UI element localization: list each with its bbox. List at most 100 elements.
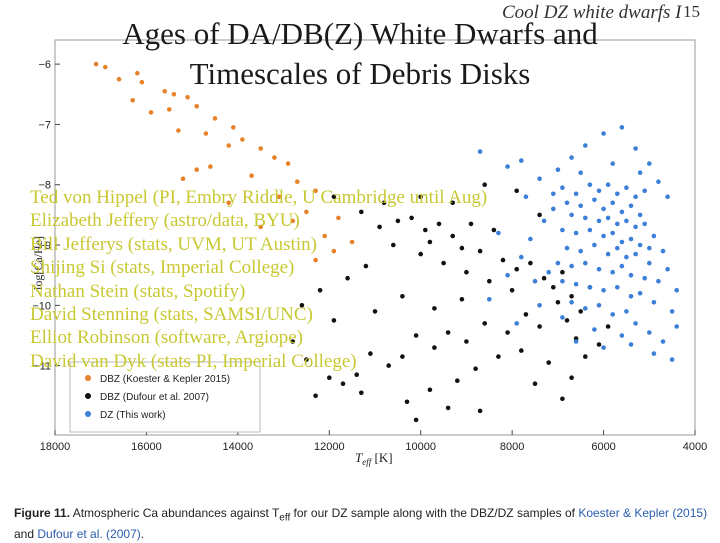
data-point <box>601 288 606 293</box>
data-point <box>331 248 337 254</box>
data-point <box>436 221 442 227</box>
credit-item: Elizabeth Jeffery (astro/data, BYU) <box>30 210 300 232</box>
data-point <box>327 375 332 381</box>
credit-item: Ted von Hippel (PI, Embry Riddle, U Camb… <box>30 187 488 208</box>
data-point <box>569 212 574 218</box>
data-point <box>660 248 666 254</box>
data-point <box>651 300 657 305</box>
data-point <box>203 131 209 136</box>
caption-citation-link[interactable]: Dufour et al. (2007) <box>37 527 141 542</box>
data-point <box>647 260 652 266</box>
data-point <box>592 197 597 203</box>
slide-title-line-2: Timescales of Debris Disks <box>189 56 531 91</box>
data-point <box>313 257 318 263</box>
credit-item: Elliot Robinson (software, Argiope) <box>30 327 304 349</box>
data-point <box>642 221 647 227</box>
data-point <box>633 224 638 230</box>
data-point <box>637 242 643 248</box>
data-point <box>651 351 657 356</box>
data-point <box>409 215 414 221</box>
data-point <box>555 260 561 266</box>
data-point <box>249 173 254 178</box>
data-point <box>400 294 405 299</box>
data-point <box>615 221 620 227</box>
data-point <box>637 212 643 218</box>
caption-citation-link[interactable]: Koester & Kepler (2015) <box>578 506 708 520</box>
data-point <box>587 285 593 290</box>
data-point <box>359 209 364 215</box>
data-point <box>340 381 346 387</box>
data-point <box>313 188 318 194</box>
data-point <box>647 245 652 251</box>
scatter-points <box>93 61 679 423</box>
data-point <box>459 297 465 302</box>
data-point <box>637 291 643 296</box>
data-point <box>592 242 597 248</box>
data-point <box>633 251 638 257</box>
data-point <box>674 288 679 293</box>
series-1 <box>290 182 611 423</box>
data-point <box>596 303 602 308</box>
data-point <box>551 285 556 290</box>
data-point <box>578 170 583 175</box>
data-point <box>345 275 350 281</box>
data-point <box>555 300 561 305</box>
data-point <box>560 269 565 275</box>
data-point <box>642 188 647 194</box>
data-point <box>404 399 410 405</box>
data-point <box>551 206 556 212</box>
data-point <box>619 239 625 245</box>
data-point <box>304 357 309 362</box>
legend-marker <box>85 375 91 381</box>
data-point <box>372 309 378 314</box>
data-point <box>560 396 565 402</box>
legend-marker <box>85 411 91 417</box>
data-point <box>656 278 661 284</box>
data-point <box>605 215 611 221</box>
data-point <box>363 263 369 269</box>
data-point <box>583 354 588 359</box>
data-point <box>560 185 565 190</box>
data-point <box>130 98 135 103</box>
data-point <box>665 266 670 272</box>
data-point <box>583 260 588 266</box>
x-tick-label: 14000 <box>223 441 254 453</box>
data-point <box>185 95 190 100</box>
data-point <box>573 230 579 236</box>
data-point <box>573 281 579 287</box>
data-point <box>226 200 231 206</box>
data-point <box>423 227 428 233</box>
data-point <box>354 372 360 378</box>
data-point <box>578 309 583 314</box>
x-tick-label: 4000 <box>683 441 707 453</box>
data-point <box>605 251 611 257</box>
data-point <box>647 330 652 335</box>
data-point <box>519 254 524 260</box>
caption-text-2: for our DZ sample along with the DBZ/DZ … <box>290 506 579 520</box>
data-point <box>505 272 510 278</box>
data-point <box>628 342 634 347</box>
data-point <box>427 387 433 393</box>
data-point <box>208 164 213 169</box>
data-point <box>651 233 657 239</box>
data-point <box>624 254 629 260</box>
data-point <box>523 194 529 200</box>
data-point <box>615 191 620 197</box>
data-point <box>596 342 602 347</box>
credit-item: Shijing Si (stats, Imperial College) <box>30 257 295 279</box>
data-point <box>441 260 446 266</box>
y-tick-label: −11 <box>33 361 51 373</box>
data-point <box>637 170 643 175</box>
y-tick-label: −8 <box>38 180 51 192</box>
data-point <box>665 194 670 200</box>
x-tick-label: 16000 <box>131 441 162 453</box>
data-point <box>578 203 583 209</box>
data-point <box>295 179 300 184</box>
data-point <box>450 200 456 206</box>
data-point <box>135 70 140 76</box>
data-point <box>519 348 524 353</box>
data-point <box>537 212 542 218</box>
legend-marker <box>85 393 91 399</box>
data-point <box>276 194 282 200</box>
data-point <box>669 309 675 314</box>
